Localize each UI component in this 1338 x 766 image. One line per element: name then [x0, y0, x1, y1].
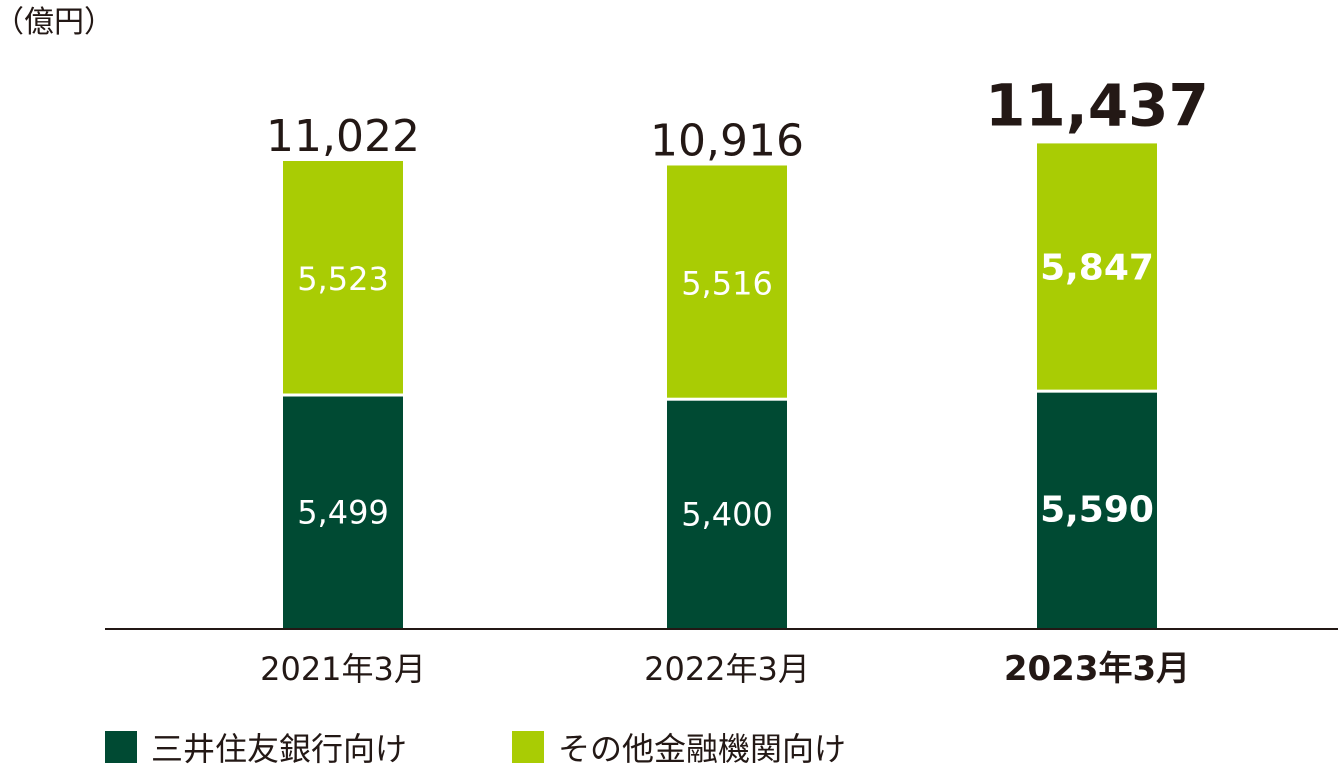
- total-labels-group: 11,022 10,916 11,437: [266, 71, 1209, 166]
- segment-labels-group: 5,499 5,523 5,400 5,516 5,590 5,847: [297, 247, 1154, 533]
- bar-segment-2-2: [667, 165, 787, 400]
- total-value-label: 10,916: [650, 115, 804, 166]
- bar-segment-1-2: [667, 399, 787, 628]
- segment-value-label: 5,516: [681, 264, 773, 302]
- legend-swatch-2: [512, 731, 544, 763]
- legend: 三井住友銀行向け その他金融機関向け: [105, 730, 846, 766]
- segment-value-label: 5,590: [1040, 490, 1154, 531]
- legend-swatch-1: [105, 731, 137, 763]
- legend-label-1: 三井住友銀行向け: [151, 730, 407, 766]
- segment-value-label: 5,523: [297, 260, 389, 298]
- bar-segment-2-3: [1037, 143, 1157, 392]
- bars-group: [283, 143, 1157, 628]
- segment-separator-2: [667, 397, 787, 401]
- category-labels-group: 2021年3月 2022年3月 2023年3月: [260, 649, 1190, 689]
- legend-label-2: その他金融機関向け: [558, 730, 846, 766]
- segment-value-label: 5,847: [1040, 247, 1154, 288]
- bar-segment-1-3: [1037, 391, 1157, 628]
- unit-label: （億円）: [0, 5, 114, 40]
- segment-separator-3: [1037, 389, 1157, 393]
- segment-separator-1: [283, 393, 403, 397]
- category-label: 2021年3月: [260, 650, 426, 688]
- segment-value-label: 5,400: [681, 496, 773, 534]
- bar-segment-1-1: [283, 395, 403, 628]
- category-label: 2023年3月: [1004, 649, 1190, 689]
- segment-value-label: 5,499: [297, 494, 389, 532]
- total-value-label: 11,437: [985, 71, 1209, 139]
- total-value-label: 11,022: [266, 111, 420, 162]
- category-label: 2022年3月: [644, 650, 810, 688]
- bar-segment-2-1: [283, 160, 403, 396]
